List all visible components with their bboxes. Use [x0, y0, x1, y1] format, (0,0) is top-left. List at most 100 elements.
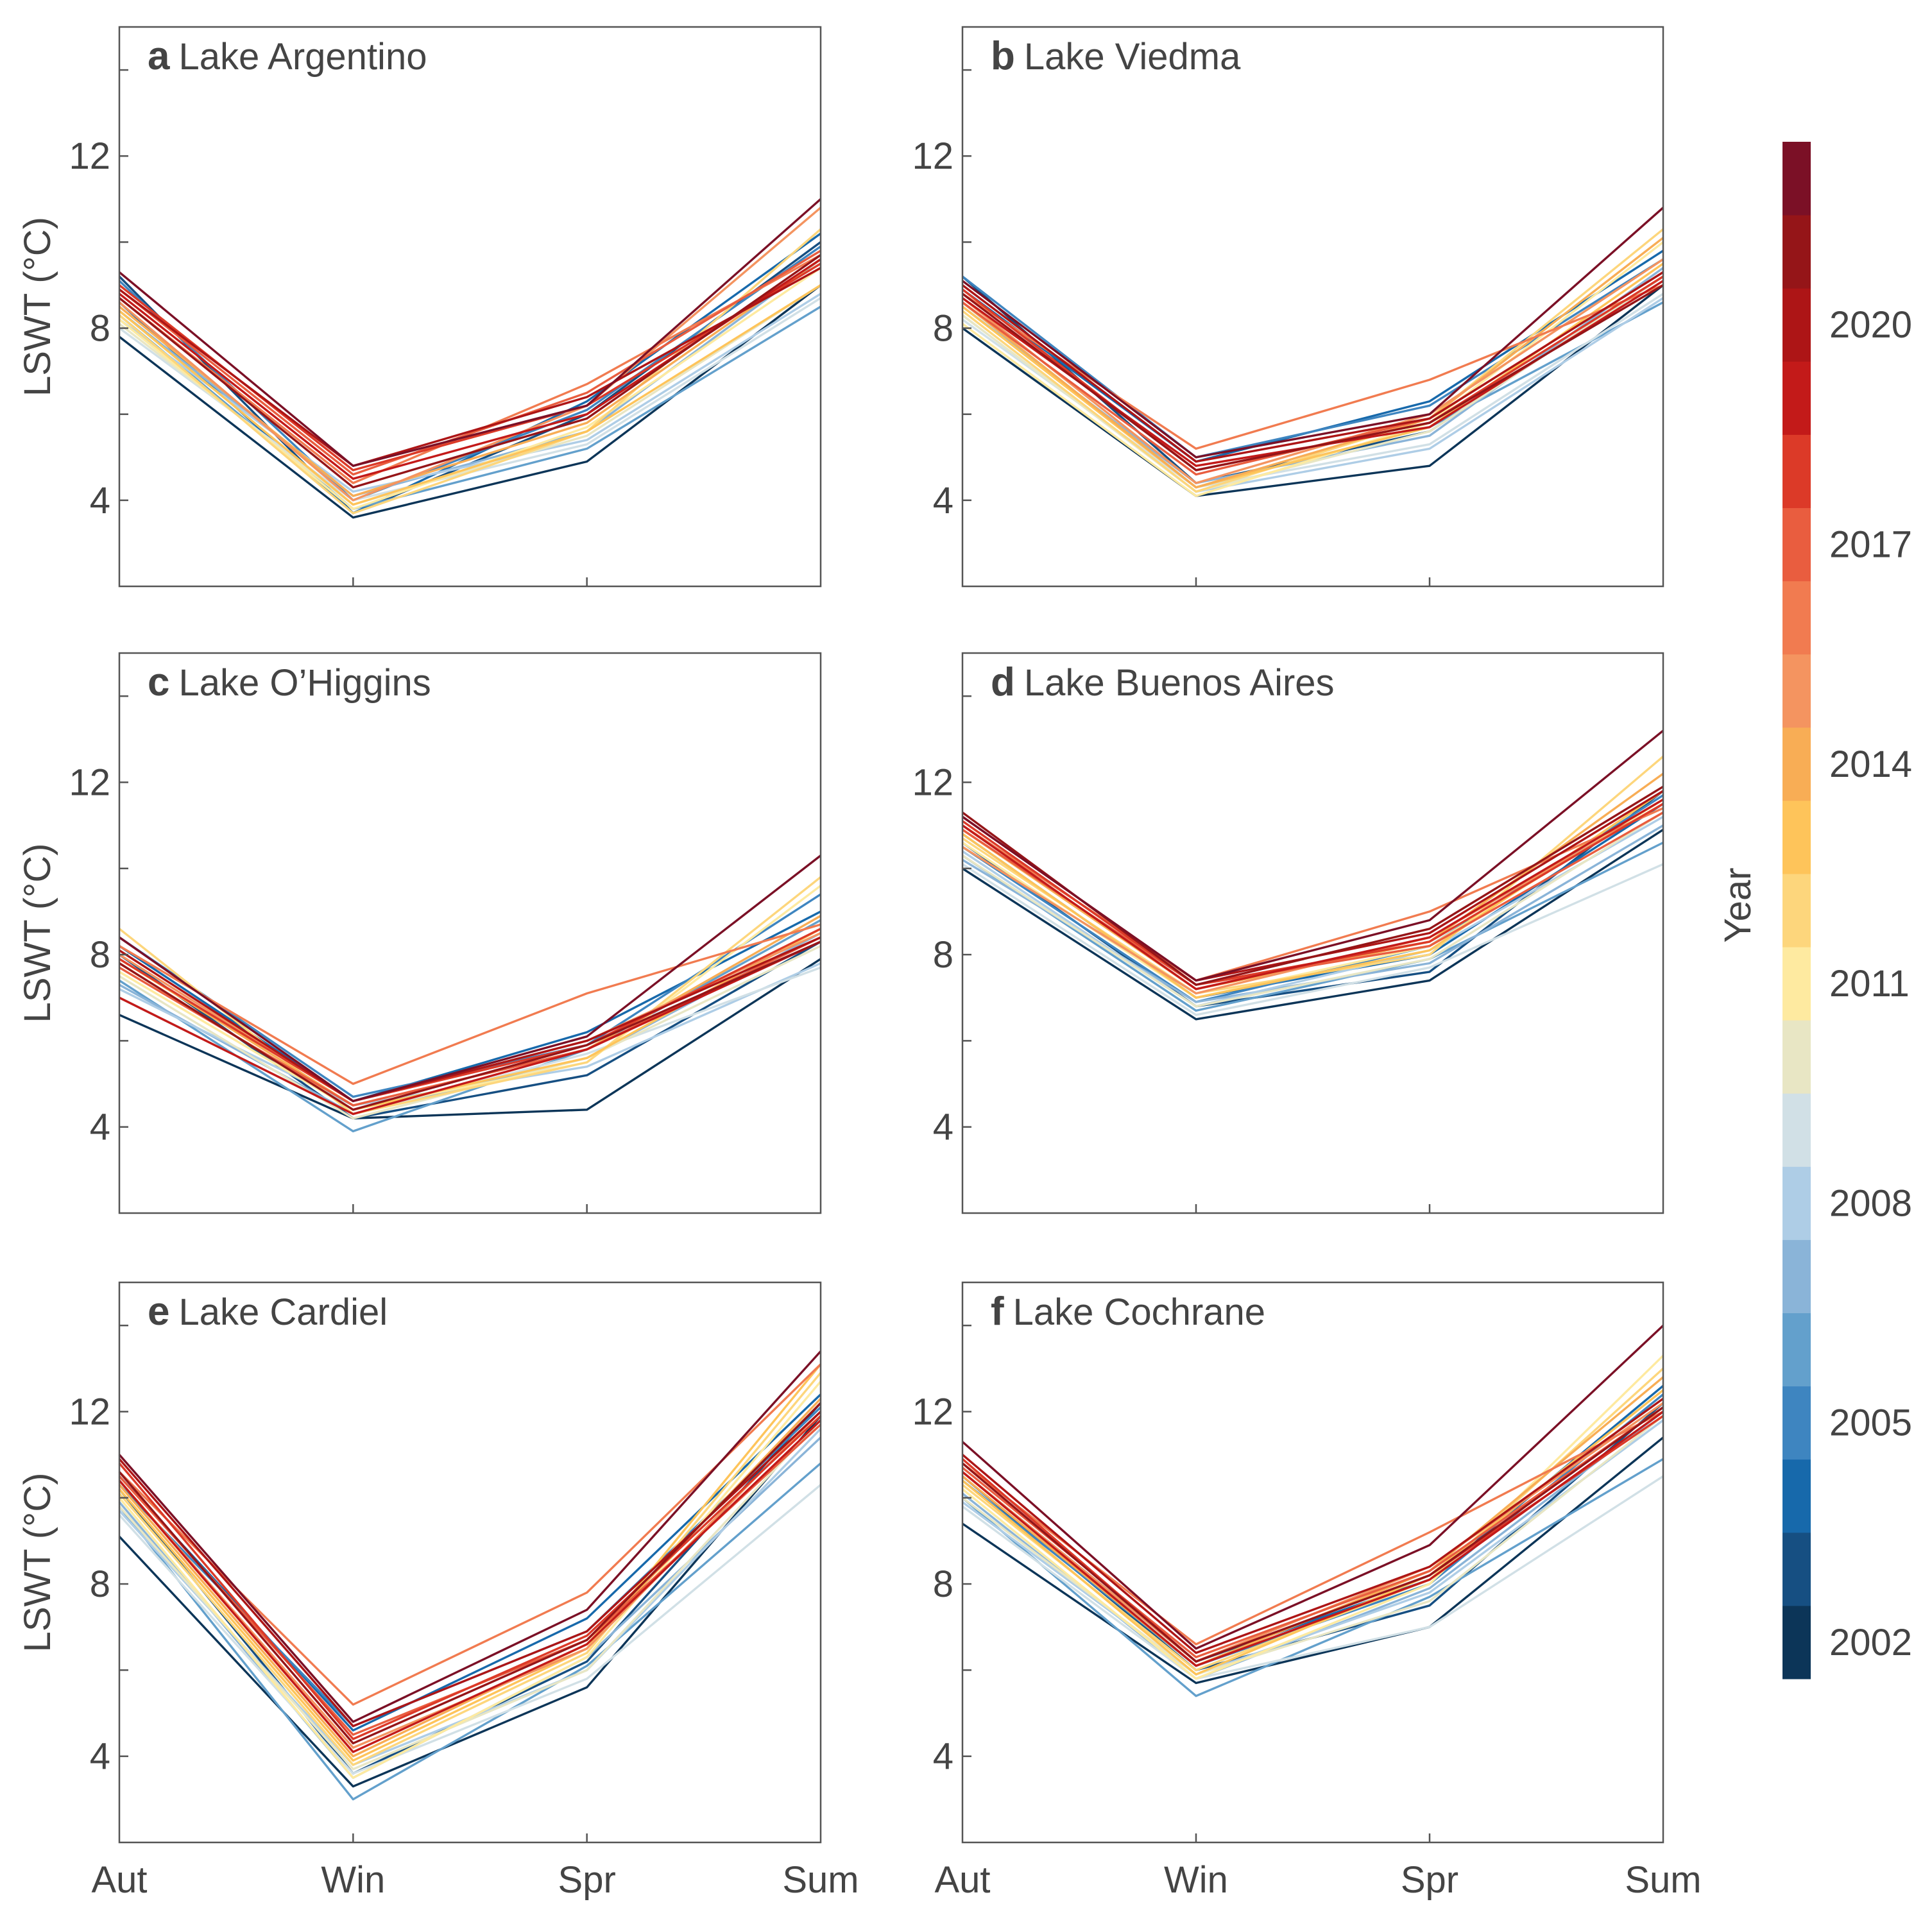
series-line-2008: [962, 815, 1664, 1008]
series-line-2011: [961, 1354, 1664, 1680]
series-line-2006: [118, 305, 821, 510]
series-line-2021: [118, 1402, 822, 1745]
panel-c: 4 8 12 c Lake O’Higgins LSWT (°C): [17, 652, 822, 1214]
colorbar-swatch-2005: [1782, 1386, 1811, 1460]
series-line-2002: [962, 1436, 1664, 1685]
series-line-2009: [961, 1475, 1664, 1680]
series-line-2004: [118, 1393, 822, 1732]
series-line-2020: [962, 790, 1664, 982]
series-line-2014: [961, 237, 1664, 489]
y-tick-label: 4: [90, 480, 110, 522]
series-line-2010: [962, 812, 1664, 1008]
panel-title: b Lake Viedma: [991, 34, 1241, 78]
colorbar-tick-label: 2008: [1829, 1182, 1912, 1224]
series-line-2022: [961, 207, 1664, 459]
series-line-2010: [961, 1415, 1664, 1676]
series-line-2021: [118, 254, 821, 489]
panel-b: 4 8 12 b Lake Viedma: [912, 26, 1664, 588]
series-line-2011: [119, 885, 822, 1111]
panel-lake-name: Lake Cardiel: [178, 1291, 388, 1333]
x-tick-label: Sum: [782, 1859, 859, 1901]
panel-letter: b: [991, 34, 1015, 78]
series-line-2008: [961, 1419, 1664, 1676]
colorbar-swatch-2011: [1782, 947, 1811, 1021]
x-tick-label: Sum: [1625, 1859, 1701, 1901]
colorbar-swatch-2006: [1782, 1313, 1811, 1387]
series-line-2022: [118, 198, 822, 467]
series-line-2015: [961, 258, 1664, 484]
series-line-2008: [118, 293, 821, 493]
series-line-2012: [118, 228, 822, 514]
series-line-2018: [118, 1415, 822, 1740]
panel-f: 4 8 12 Aut Win Spr Sum f Lake Cochrane: [912, 1281, 1702, 1901]
series-line-2002: [962, 284, 1664, 497]
colorbar-swatch-2008: [1782, 1166, 1811, 1240]
series-line-2016: [118, 1363, 822, 1706]
panel-lake-name: Lake O’Higgins: [178, 662, 431, 704]
x-tick-label: Win: [321, 1859, 385, 1901]
y-tick-label: 12: [69, 135, 110, 177]
y-tick-label: 8: [90, 934, 110, 976]
y-tick-label: 8: [933, 308, 953, 350]
series-line-2007: [118, 258, 822, 497]
series-line-2004: [119, 910, 821, 1103]
y-tick-label: 4: [933, 1736, 953, 1778]
y-tick-label: 8: [90, 308, 110, 350]
series-line-2016: [119, 923, 821, 1085]
panel-letter: d: [991, 660, 1015, 704]
colorbar-swatch-2021: [1782, 215, 1811, 289]
y-axis-label: LSWT (°C): [17, 217, 58, 396]
panel-lake-name: Lake Viedma: [1024, 36, 1241, 78]
y-tick-label: 12: [912, 761, 953, 803]
colorbar-label: Year: [1717, 867, 1759, 942]
panel-a: 4 8 12 a Lake Argentino LSWT (°C): [17, 26, 822, 588]
series-line-2012: [961, 228, 1664, 493]
series-line-2020: [118, 267, 821, 467]
colorbar-swatch-2003: [1782, 1532, 1811, 1606]
y-tick-label: 12: [69, 761, 110, 803]
series-line-2021: [961, 284, 1664, 472]
x-tick-label: Win: [1164, 1859, 1228, 1901]
colorbar-swatch-2004: [1782, 1459, 1811, 1533]
panel-title: e Lake Cardiel: [148, 1289, 388, 1334]
panel-letter: c: [148, 660, 169, 704]
series-line-2022: [962, 729, 1664, 982]
series-line-2020: [119, 936, 821, 1103]
series-line-2006: [118, 1462, 822, 1801]
panel-lake-name: Lake Buenos Aires: [1024, 662, 1335, 704]
series-line-2008: [118, 1428, 822, 1766]
series-line-2020: [961, 1397, 1664, 1654]
colorbar-swatch-2016: [1782, 581, 1811, 655]
panel-title: c Lake O’Higgins: [148, 660, 431, 704]
y-tick-label: 8: [933, 1563, 953, 1605]
y-tick-label: 12: [912, 1391, 953, 1433]
colorbar-tick-label: 2017: [1829, 524, 1912, 566]
panel-lake-name: Lake Cochrane: [1013, 1291, 1265, 1333]
series-line-2002: [119, 958, 821, 1120]
panel-e: 4 8 12 Aut Win Spr Sum e Lake Cardiel LSWT (°C): [17, 1281, 859, 1901]
panel-title: f Lake Cochrane: [991, 1289, 1265, 1334]
panel-letter: a: [148, 34, 170, 78]
y-tick-label: 4: [90, 1107, 110, 1148]
panel-title: d Lake Buenos Aires: [991, 660, 1335, 704]
colorbar-tick-label: 2005: [1829, 1402, 1912, 1444]
colorbar-tick-label: 2002: [1829, 1622, 1912, 1663]
series-line-2004: [961, 250, 1664, 463]
series-line-2002: [118, 284, 822, 519]
series-line-2010: [119, 945, 821, 1120]
panel-letter: f: [991, 1289, 1004, 1334]
y-tick-label: 12: [912, 135, 953, 177]
series-line-2018: [118, 262, 821, 472]
colorbar-tick-label: 2014: [1829, 744, 1912, 785]
y-tick-label: 8: [90, 1563, 110, 1605]
plot-frame: [118, 652, 822, 1214]
series-line-2002: [118, 1415, 822, 1788]
colorbar: 2002 2005 2008 2011 2014 2017 2020 Year: [1717, 142, 1912, 1679]
y-tick-label: 4: [933, 1107, 953, 1148]
colorbar-swatch-2020: [1782, 288, 1811, 362]
series-line-2019: [962, 798, 1664, 991]
series-line-2019: [119, 940, 821, 1116]
series-line-2002: [962, 828, 1664, 1021]
series-line-2009: [118, 1484, 822, 1775]
series-line-2017: [118, 250, 821, 476]
